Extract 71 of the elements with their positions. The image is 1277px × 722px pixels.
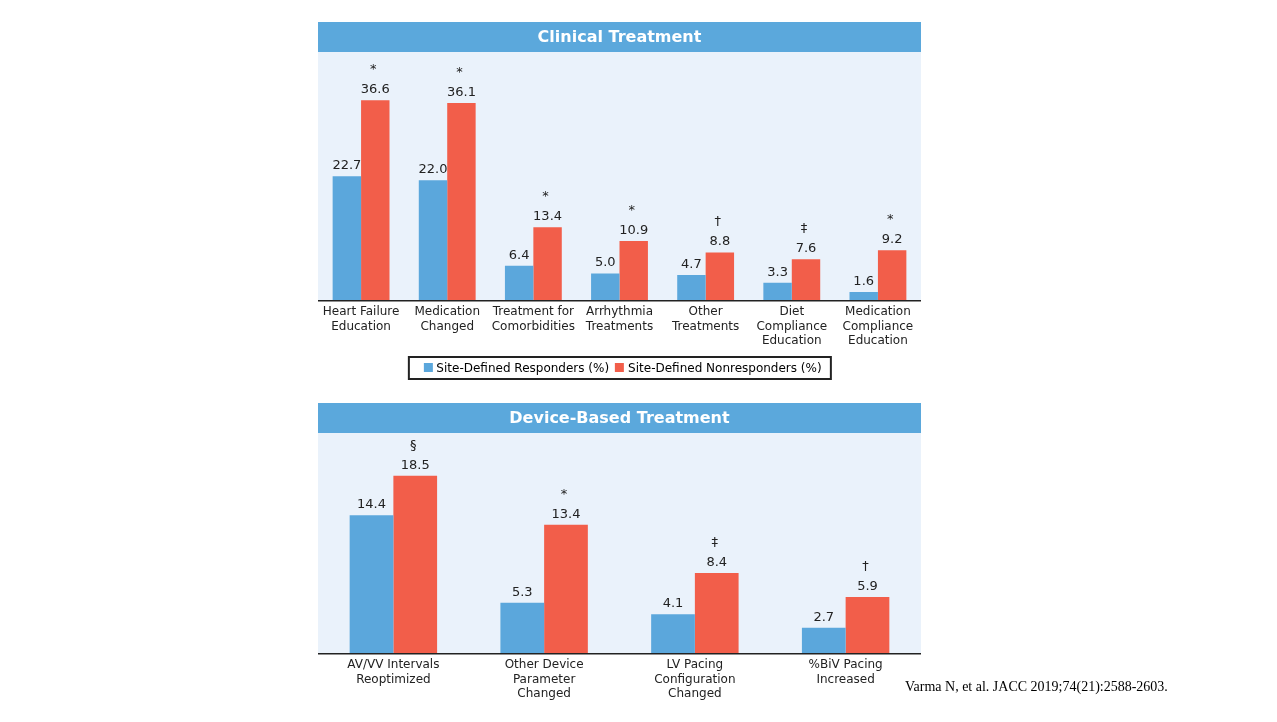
data-label: 6.4 <box>508 246 530 262</box>
data-label: 4.7 <box>681 255 702 271</box>
x-tick-label: Arrhythmia Treatments <box>584 304 654 333</box>
x-tick-label: Medication Changed <box>414 304 481 333</box>
bar <box>533 227 562 301</box>
bar <box>801 627 846 654</box>
data-label: 1.6 <box>853 272 875 288</box>
data-label: 13.4 <box>533 208 563 224</box>
legend-label: Site-Defined Responders (%) <box>436 361 610 375</box>
x-tick-label: LV Pacing Configuration Changed <box>654 657 736 700</box>
data-label: 36.1 <box>446 83 476 99</box>
data-label: 9.2 <box>881 231 903 247</box>
bar <box>500 602 545 654</box>
bar <box>651 614 695 654</box>
data-label: 13.4 <box>551 505 581 521</box>
bar <box>705 252 735 301</box>
chart-title: Device-Based Treatment <box>318 403 921 433</box>
data-label: 5.3 <box>511 583 533 599</box>
bar <box>619 241 648 301</box>
x-tick-label: Treatment for Comorbidities <box>491 304 575 333</box>
data-label: 8.8 <box>709 233 731 249</box>
bar <box>694 572 739 654</box>
annotation: * <box>628 201 636 217</box>
bar <box>393 475 438 654</box>
data-label: 14.4 <box>357 496 386 512</box>
data-label: 7.6 <box>795 240 817 256</box>
annotation: * <box>456 63 464 79</box>
bar <box>849 292 878 301</box>
annotation: ‡ <box>711 533 719 549</box>
data-label: 22.0 <box>418 161 448 177</box>
data-label: 5.9 <box>857 577 878 593</box>
annotation: † <box>714 213 722 229</box>
bar <box>349 515 394 654</box>
legend-label: Site-Defined Nonresponders (%) <box>628 361 822 375</box>
annotation: * <box>886 211 894 227</box>
bar <box>504 265 534 301</box>
bar <box>677 275 706 301</box>
annotation: ‡ <box>800 220 808 236</box>
annotation: * <box>370 61 378 77</box>
data-label: 5.0 <box>594 254 616 270</box>
bar <box>591 273 620 301</box>
bar <box>544 524 588 654</box>
annotation: * <box>542 188 550 204</box>
annotation: § <box>409 436 417 452</box>
text: Varma N, et al. JACC 2019;74(21):2588-2603. <box>905 679 1168 695</box>
x-tick-label: Other Device Parameter Changed <box>504 657 584 700</box>
data-label: 4.1 <box>662 595 684 611</box>
data-label: 36.6 <box>360 81 390 97</box>
bar <box>877 250 907 301</box>
bar <box>418 180 448 301</box>
data-label: 18.5 <box>400 456 430 472</box>
x-tick-label: AV/VV Intervals Reoptimized <box>347 657 440 686</box>
bar <box>791 259 821 301</box>
bar <box>447 102 476 301</box>
data-label: 22.7 <box>332 157 362 173</box>
chart-title: Clinical Treatment <box>318 22 921 52</box>
x-tick-label: Medication Compliance Education <box>842 304 914 347</box>
bar <box>845 597 890 654</box>
bar <box>332 176 362 301</box>
x-tick-label: Other Treatments <box>670 304 740 333</box>
data-label: 10.9 <box>619 221 649 237</box>
x-tick-label: Heart Failure Education <box>322 304 400 333</box>
data-label: 8.4 <box>706 553 728 569</box>
data-label: 2.7 <box>813 608 835 624</box>
annotation: * <box>560 485 568 501</box>
data-label: 3.3 <box>767 263 788 279</box>
annotation: † <box>862 557 870 573</box>
bar <box>361 100 390 301</box>
x-tick-label: %BiV Pacing Increased <box>808 657 883 686</box>
bar <box>763 282 792 301</box>
x-tick-label: Diet Compliance Education <box>756 304 828 347</box>
